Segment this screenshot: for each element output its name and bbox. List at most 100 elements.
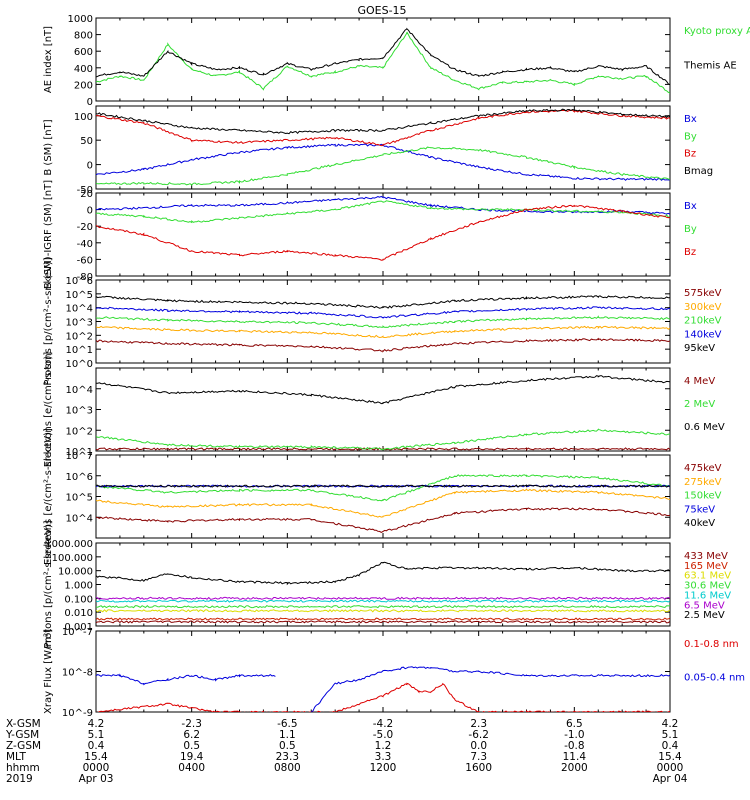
legend-label: 11.6 MeV [684,590,731,601]
y-tick-label: 10^4 [66,304,93,315]
y-tick-label: 10^4 [66,513,93,524]
orbit-value: 15.4 [84,751,108,763]
orbit-row-label: X-GSM [6,718,41,730]
orbit-value: 11.4 [563,751,587,763]
legend-label: Bz [684,149,696,160]
panel-xray: 10^-7 10^-8 10^-9 Xray Flux [W/m²] 0.1-0.8 n… [43,627,745,719]
orbit-value: 0000 [657,762,684,774]
series-line-575kev [96,337,670,353]
y-tick-label: 10^3 [66,318,93,329]
legend-label: 75keV [684,504,715,515]
y-axis-label: Electrons [e/(cm²-s-sr)] [43,352,54,468]
panel-frame [95,454,671,539]
panel-bsm: 100 50 0 -50 B (SM) [nT] Bx By Bz Bmag [43,105,713,196]
legend-label: By [684,131,697,142]
legend-label: Bx [684,201,697,212]
y-tick-label: 10^1 [66,447,93,458]
y-axis-label: B (SM)-IGRF (SM) [nT] [43,180,54,289]
orbit-value: 2.3 [470,718,487,730]
orbit-value: 0800 [274,762,301,774]
legend-label: 475keV [684,463,722,474]
legend-label: 0.6 MeV [684,422,725,433]
y-tick-label: 0.010 [64,608,93,619]
y-tick-label: -80 [77,272,93,283]
legend-label: 2.5 MeV [684,610,725,621]
orbit-value: 0.0 [470,740,487,752]
orbit-row-label: Y-GSM [5,729,39,741]
legend-label: Bmag [684,166,713,177]
panel-protons_mev: 1000.000 100.000 10.000 1.000 0.100 0.010 0.00… [43,520,731,648]
orbit-value: 0000 [83,762,110,774]
series-line-95kev [96,295,670,309]
y-tick-label: 20 [80,189,93,200]
y-tick-label: 0.001 [64,622,93,633]
legend-label: Bz [684,247,696,258]
orbit-value: 0.4 [88,740,105,752]
orbit-value: -5.0 [373,729,394,741]
series-line-0-6-mev [96,375,670,405]
date-start: Apr 03 [79,773,114,785]
series-line-475kev [96,507,670,533]
orbit-value: 0.5 [279,740,296,752]
orbit-value: 5.1 [662,729,679,741]
series-line-63-1-mev [96,609,670,613]
series-line-11-6-mev [96,599,670,603]
legend-label: 150keV [684,491,722,502]
year-label: 2019 [6,773,33,785]
y-tick-label: 50 [80,136,93,147]
legend-label: 140keV [684,329,722,340]
y-tick-label: 1000 [68,14,93,25]
series-line-140kev [96,306,670,319]
y-tick-label: 10^0 [66,359,93,370]
series-line-bz [96,109,670,147]
legend-label: Bx [684,114,697,125]
y-tick-label: 10^5 [66,493,93,504]
y-tick-label: 10^2 [66,426,93,437]
y-tick-label: -50 [77,185,93,196]
orbit-value: 2000 [561,762,588,774]
orbit-value: 1.1 [279,729,296,741]
series-line-6-5-mev [96,596,670,600]
y-tick-label: 1000.000 [45,539,93,550]
y-axis-label: B (SM) [nT] [43,119,54,175]
orbit-row-label: hhmm [6,762,40,774]
orbit-value: -1.0 [564,729,585,741]
orbit-value: 6.2 [183,729,200,741]
y-tick-label: 0 [87,97,93,108]
series-line-kyoto-proxy-ae [96,31,670,94]
series-line-210kev [96,315,670,328]
y-tick-label: 10^1 [66,345,93,356]
series-line-2-mev [96,428,670,451]
orbit-value: -6.2 [468,729,489,741]
y-axis-label: Protons [p/(cm²-s-sr-keV)] [43,520,54,648]
legend-label: 6.5 MeV [684,600,725,611]
orbit-value: 19.4 [180,751,204,763]
orbit-value: 4.2 [88,718,105,730]
orbit-value: 1600 [465,762,492,774]
y-tick-label: 10^2 [66,331,93,342]
y-tick-label: -60 [77,255,93,266]
date-end: Apr 04 [653,773,688,785]
orbit-row-label: Z-GSM [6,740,41,752]
legend-label: 4 MeV [684,376,715,387]
series-line-165-mev [96,617,670,621]
y-tick-label: 10^-8 [62,668,93,679]
y-tick-label: 10^5 [66,290,93,301]
legend-label: 0.1-0.8 nm [684,639,739,650]
series-line-0-1-0-8-nm [96,682,670,712]
legend-label: 95keV [684,343,715,354]
y-axis-label: Electrons [e/(cm²-s-sr-keV)] [43,428,54,565]
y-axis-label: AE index [nT] [43,26,54,93]
orbit-value: 3.3 [375,751,392,763]
figure-title: GOES-15 [357,4,406,17]
legend-label: 2 MeV [684,399,715,410]
series-line-30-6-mev [96,604,670,609]
y-tick-label: -40 [77,239,93,250]
y-tick-label: 100 [74,112,93,123]
orbit-value: 15.4 [658,751,682,763]
legend-label: 63.1 MeV [684,571,731,582]
orbit-value: 1200 [370,762,397,774]
orbit-table: X-GSM 4.2 -2.3 -6.5 -4.2 2.3 6.5 4.2 Y-GSM 5.1 6.2… [5,718,688,785]
legend-label: 575keV [684,288,722,299]
series-line-bz [96,204,670,261]
